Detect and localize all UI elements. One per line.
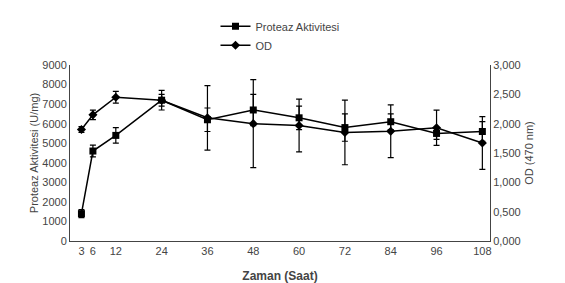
- svg-text:Proteaz Aktivitesi (U/mg): Proteaz Aktivitesi (U/mg): [28, 93, 40, 213]
- svg-text:5000: 5000: [42, 137, 66, 149]
- svg-text:6000: 6000: [42, 118, 66, 130]
- svg-text:0: 0: [61, 235, 67, 247]
- svg-text:48: 48: [247, 245, 259, 257]
- svg-text:3000: 3000: [42, 176, 66, 188]
- svg-text:7000: 7000: [42, 98, 66, 110]
- svg-text:84: 84: [385, 245, 397, 257]
- svg-text:36: 36: [201, 245, 213, 257]
- svg-text:72: 72: [339, 245, 351, 257]
- svg-text:9000: 9000: [42, 59, 66, 71]
- svg-text:60: 60: [293, 245, 305, 257]
- svg-text:3: 3: [78, 245, 84, 257]
- svg-text:1000: 1000: [42, 215, 66, 227]
- svg-text:Proteaz Aktivitesi: Proteaz Aktivitesi: [256, 21, 340, 33]
- svg-text:2,000: 2,000: [493, 118, 521, 130]
- svg-text:108: 108: [473, 245, 491, 257]
- svg-text:96: 96: [430, 245, 442, 257]
- svg-text:2,500: 2,500: [493, 88, 521, 100]
- svg-text:OD: OD: [256, 40, 273, 52]
- svg-text:6: 6: [90, 245, 96, 257]
- svg-text:12: 12: [110, 245, 122, 257]
- svg-text:1,000: 1,000: [493, 176, 521, 188]
- svg-text:8000: 8000: [42, 78, 66, 90]
- svg-text:0,500: 0,500: [493, 206, 521, 218]
- svg-text:24: 24: [156, 245, 168, 257]
- svg-text:2000: 2000: [42, 196, 66, 208]
- svg-text:4000: 4000: [42, 157, 66, 169]
- svg-text:0,000: 0,000: [493, 235, 521, 247]
- svg-text:OD (470 nm): OD (470 nm): [523, 121, 535, 185]
- svg-text:3,000: 3,000: [493, 59, 521, 71]
- svg-text:Zaman (Saat): Zaman (Saat): [242, 269, 317, 283]
- svg-text:1,500: 1,500: [493, 147, 521, 159]
